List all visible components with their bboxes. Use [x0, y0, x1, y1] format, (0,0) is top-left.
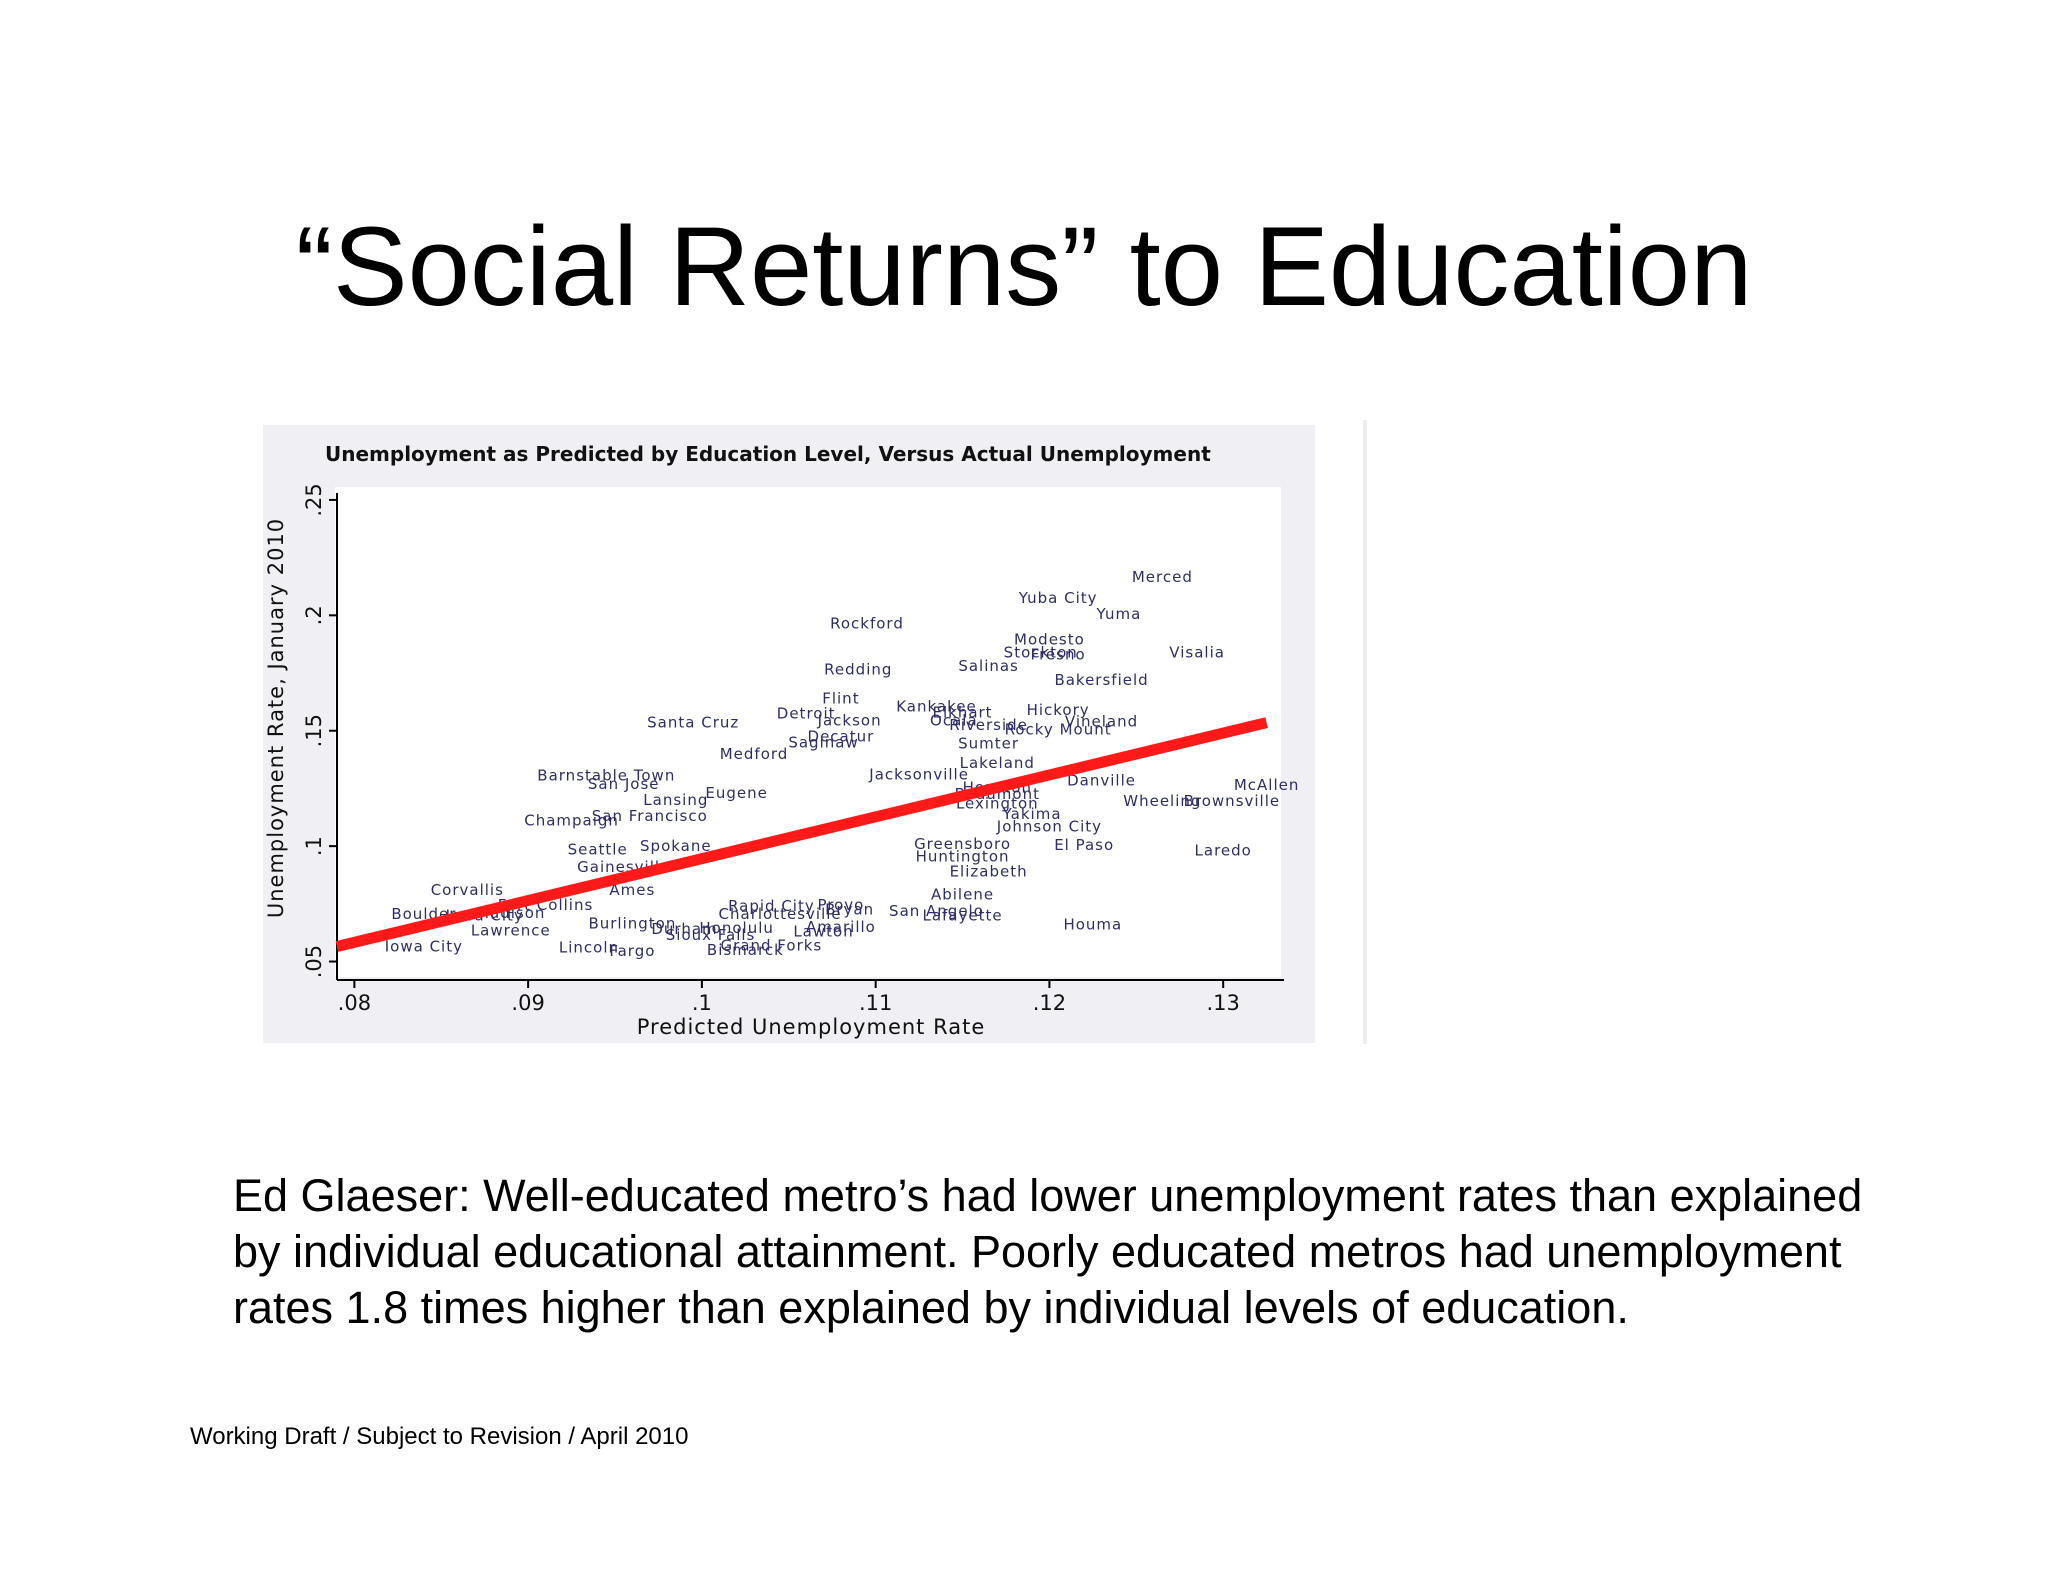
data-point-label: Lawton: [793, 923, 853, 941]
footer-text: Working Draft / Subject to Revision / Ap…: [190, 1423, 689, 1450]
data-point-label: Provo: [817, 896, 864, 914]
plot-area: [335, 487, 1281, 977]
data-point-label: Jacksonville: [868, 766, 969, 784]
data-point-label: Bakersfield: [1054, 671, 1148, 689]
x-tick-label: .09: [511, 991, 544, 1015]
data-point-label: San Angelo: [889, 902, 984, 920]
data-point-label: Modesto: [1014, 631, 1085, 649]
chart-svg: Unemployment as Predicted by Education L…: [263, 425, 1315, 1043]
data-point-label: Saginaw: [788, 733, 858, 751]
data-point-label: Sumter: [958, 734, 1019, 752]
data-point-label: Rocky Mount: [1005, 721, 1112, 739]
data-point-label: Lawrence: [471, 921, 551, 939]
data-point-label: Lafayette: [922, 906, 1002, 924]
data-point-label: Yakima: [1002, 805, 1062, 823]
data-point-label: Hickory: [1027, 701, 1090, 719]
data-point-label: San Jose: [588, 775, 660, 793]
data-point-label: Greensboro: [914, 835, 1011, 853]
data-point-label: Rockford: [830, 614, 904, 632]
data-point-label: San Francisco: [592, 807, 708, 825]
data-point-label: Flint: [822, 689, 859, 707]
x-tick-label: .08: [338, 991, 371, 1015]
fit-line: [335, 717, 1268, 952]
data-point-label: Wheeling: [1123, 792, 1201, 810]
data-point-label: Elkhart: [932, 703, 992, 721]
data-point-label: Ames: [609, 881, 655, 899]
data-point-label: Visalia: [1169, 643, 1225, 661]
data-point-label: McAllen: [1234, 776, 1300, 794]
data-point-label: Detroit: [777, 704, 836, 722]
data-point-label: Yuma: [1096, 605, 1142, 623]
data-point-label: Fargo: [609, 942, 655, 960]
data-point-label: Yuba City: [1018, 589, 1098, 607]
data-point-label: Salinas: [958, 657, 1019, 675]
data-point-label: Houma: [1063, 916, 1122, 934]
chart-title: Unemployment as Predicted by Education L…: [325, 442, 1211, 466]
data-point-label: Charlottesville: [719, 905, 842, 923]
data-point-label: Johnson City: [996, 818, 1102, 836]
y-axis-title: Unemployment Rate, January 2010: [264, 518, 288, 918]
data-point-label: Sioux Falls: [666, 926, 756, 944]
x-axis-title: Predicted Unemployment Rate: [637, 1015, 986, 1039]
data-point-label: Brownsville: [1184, 792, 1281, 810]
data-point-label: Decatur: [808, 728, 875, 746]
data-point-label: Abilene: [931, 886, 994, 904]
data-point-label: Santa Cruz: [647, 714, 739, 732]
data-point-label: Jackson: [817, 711, 882, 729]
data-point-label: Barnstable Town: [537, 767, 675, 785]
data-point-label: Rapid City: [728, 897, 815, 915]
data-point-label: Spokane: [640, 837, 712, 855]
data-point-label: Ocala: [930, 711, 978, 729]
data-point-label: Riverside: [949, 716, 1028, 734]
y-tick-label: .05: [302, 945, 326, 978]
data-point-label: Bismarck: [707, 941, 784, 959]
y-tick-label: .1: [302, 836, 326, 856]
data-point-label: Lincoln: [559, 939, 619, 957]
data-point-label: Amarillo: [806, 918, 876, 936]
data-point-label: Iowa City: [385, 938, 463, 956]
data-point-label: Lakeland: [960, 754, 1035, 772]
data-point-label: Bryan: [825, 901, 874, 919]
data-point-label: Merced: [1132, 568, 1193, 586]
data-point-label: Durham: [651, 920, 717, 938]
x-tick-label: .1: [692, 991, 712, 1015]
data-point-label: Lexington: [956, 794, 1039, 812]
data-point-label: Fresno: [1031, 646, 1086, 664]
data-point-label: Burlington: [588, 914, 676, 932]
body-text: Ed Glaeser: Well-educated metro’s had lo…: [233, 1170, 1863, 1333]
x-tick-label: .13: [1206, 991, 1239, 1015]
data-point-label: Honolulu: [699, 919, 774, 937]
y-tick-label: .25: [302, 483, 326, 516]
data-point-label: El Paso: [1054, 836, 1114, 854]
data-point-label: Medford: [720, 745, 789, 763]
data-point-label: Laredo: [1195, 842, 1252, 860]
data-point-label: Stockton: [1004, 643, 1078, 661]
data-point-label: Redding: [824, 661, 892, 679]
slide-title: “Social Returns” to Education: [295, 204, 1753, 329]
y-tick-label: .15: [302, 714, 326, 747]
x-tick-label: .12: [1033, 991, 1066, 1015]
data-point-label: Vineland: [1065, 712, 1138, 730]
data-point-label: Grand Forks: [721, 936, 823, 954]
y-tick-label: .2: [302, 605, 326, 625]
data-point-label: Elizabeth: [950, 863, 1028, 881]
data-point-label: Danville: [1067, 771, 1136, 789]
data-point-label: Huntington: [916, 848, 1010, 866]
data-point-label: Corvallis: [431, 881, 504, 899]
scatter-chart: Unemployment as Predicted by Education L…: [263, 425, 1315, 1043]
data-point-label: Seattle: [568, 841, 628, 859]
x-tick-label: .11: [859, 991, 892, 1015]
data-point-label: Champaign: [524, 812, 619, 830]
data-point-label: Eugene: [705, 784, 767, 802]
data-point-label: Lansing: [643, 791, 708, 809]
data-point-label: Kankakee: [896, 697, 977, 715]
divider: [1363, 420, 1367, 1044]
ticks-layer: .08 .09 .1 .11 .12 .13 .05 .1 .15 .2 .25: [302, 483, 1240, 1015]
